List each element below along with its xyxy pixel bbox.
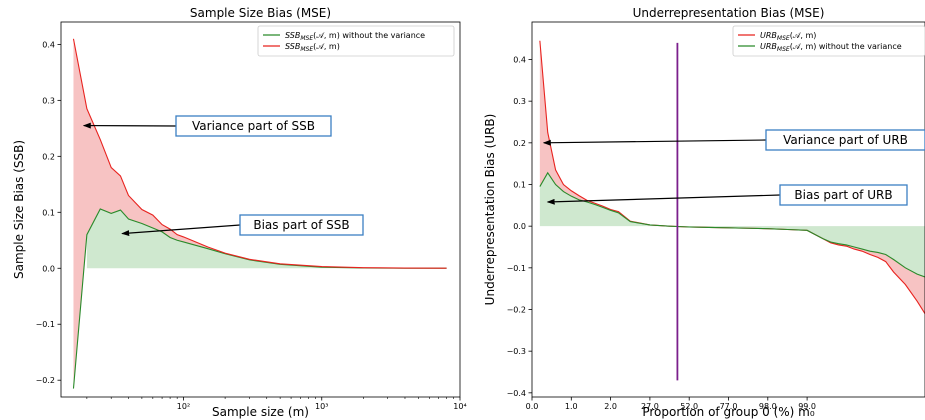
ssb-variance-fill <box>73 38 447 389</box>
ssb-x-tick-label: 10³ <box>315 402 328 411</box>
ssb-y-axis-title: Sample Size Bias (SSB) <box>12 140 26 279</box>
ssb-y-tick-label: −0.2 <box>36 376 55 385</box>
urb-y-tick-label: 0.1 <box>513 181 526 190</box>
ssb-annotation-box <box>239 214 364 236</box>
urb-bias-fill <box>539 172 925 277</box>
ssb-y-tick-label: 0.0 <box>42 264 55 273</box>
urb-y-tick-label: 0.4 <box>513 56 526 65</box>
ssb-y-tick-label: 0.3 <box>42 96 55 105</box>
urb-legend-label: URBMSE(𝒜, m) <box>760 31 816 42</box>
urb-annotation-arrow <box>542 139 767 146</box>
urb-annotation: Variance part of URB <box>542 129 925 151</box>
ssb-y-tick-label: 0.1 <box>42 208 55 217</box>
urb-x-tick-label: 2.0 <box>604 402 617 411</box>
ssb-series-line-without-variance <box>72 208 447 389</box>
urb-y-tick-label: 0.0 <box>513 222 526 231</box>
urb-y-tick-label: −0.2 <box>507 306 526 315</box>
ssb-x-axis-title: Sample size (m) <box>212 405 309 419</box>
ssb-legend-box <box>257 25 455 57</box>
ssb-legend-label: SSBMSE(𝒜, m) <box>285 42 340 53</box>
urb-x-tick-label: 0.0 <box>526 402 539 411</box>
urb-x-axis-title: Proportion of group 0 (%) m₀ <box>642 405 814 419</box>
urb-y-axis-title: Underrepresentation Bias (URB) <box>483 114 497 306</box>
urb-annotation-box <box>765 129 925 151</box>
ssb-chart: 10² 10³ 10⁴ −0.2 −0.1 0.0 0.1 0.2 0.3 0.4 Sample S… <box>12 6 467 419</box>
urb-x-tick-label: 1.0 <box>565 402 578 411</box>
urb-y-tick-label: 0.2 <box>513 139 526 148</box>
urb-y-tick-label: −0.4 <box>507 389 526 398</box>
urb-chart-title: Underrepresentation Bias (MSE) <box>633 6 825 20</box>
ssb-x-tick-label: 10⁴ <box>453 402 466 411</box>
ssb-series-line-mse <box>72 38 447 269</box>
urb-chart: 0.0 1.0 2.0 27.0 52.0 77.0 98.0 99.0 −0.4 −0.3 −0.… <box>483 6 925 419</box>
ssb-axes-frame <box>60 21 461 398</box>
ssb-annotation-text: Bias part of SSB <box>253 218 349 232</box>
urb-x-tick-label: 99.0 <box>798 402 816 411</box>
urb-annotation-arrow <box>546 194 781 205</box>
ssb-y-tick-label: −0.1 <box>36 320 55 329</box>
urb-annotation-text: Bias part of URB <box>794 188 892 202</box>
urb-y-tick-label: −0.3 <box>507 347 526 356</box>
ssb-y-tick-label: 0.2 <box>42 152 55 161</box>
urb-legend: URBMSE(𝒜, m)URBMSE(𝒜, m) without the var… <box>732 25 925 57</box>
ssb-legend-label: SSBMSE(𝒜, m) without the variance <box>285 31 425 42</box>
ssb-bias-fill <box>86 208 447 269</box>
urb-plot-area <box>539 40 925 381</box>
urb-variance-fill <box>539 40 925 314</box>
urb-x-tick-label: 98.0 <box>759 402 777 411</box>
urb-x-tick-label: 27.0 <box>641 402 659 411</box>
ssb-annotation-text: Variance part of SSB <box>192 119 315 133</box>
ssb-legend: SSBMSE(𝒜, m) without the varianceSSBMSE(… <box>257 25 455 57</box>
ssb-plot-area <box>72 38 447 389</box>
urb-legend-label: URBMSE(𝒜, m) without the variance <box>760 42 902 53</box>
urb-annotation: Bias part of URB <box>546 184 908 206</box>
urb-y-tick-label: −0.1 <box>507 264 526 273</box>
ssb-annotation: Variance part of SSB <box>82 115 332 137</box>
urb-y-tick-label: 0.3 <box>513 97 526 106</box>
ssb-annotation-arrow <box>121 224 241 237</box>
urb-annotation-box <box>779 184 908 206</box>
urb-x-tick-label: 52.0 <box>680 402 698 411</box>
ssb-x-tick-label: 10² <box>177 402 190 411</box>
ssb-annotation: Bias part of SSB <box>121 214 364 237</box>
urb-x-tick-label: 77.0 <box>720 402 738 411</box>
urb-annotation-text: Variance part of URB <box>783 133 908 147</box>
urb-series-line-mse <box>539 40 925 314</box>
ssb-chart-title: Sample Size Bias (MSE) <box>190 6 331 20</box>
ssb-y-tick-label: 0.4 <box>42 40 55 49</box>
urb-legend-box <box>732 25 925 57</box>
ssb-annotation-box <box>175 115 332 137</box>
